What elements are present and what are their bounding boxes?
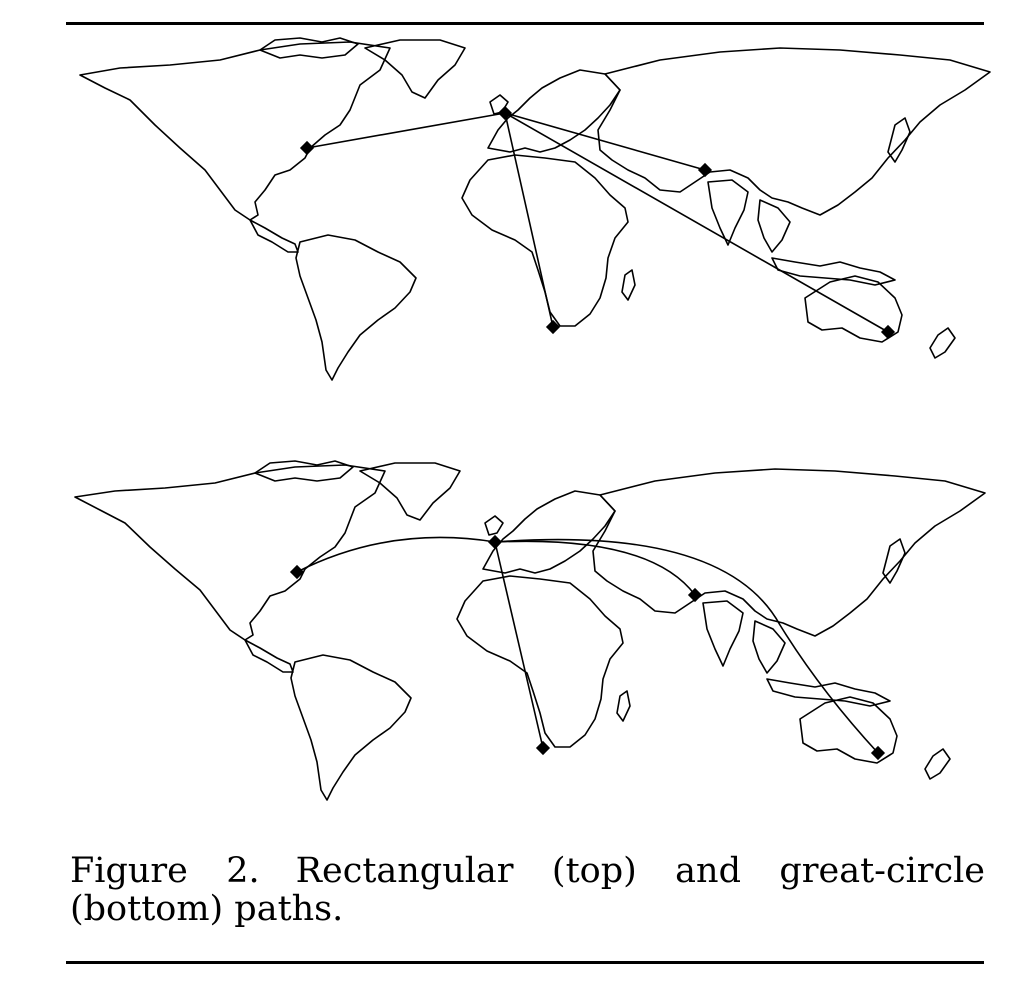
route-london-sydney [504, 112, 889, 333]
north-america-outline [79, 41, 391, 221]
rectangular-path-map [60, 30, 1000, 400]
japan-outline [887, 117, 911, 163]
route-london-new-york [296, 536, 496, 573]
route-london-delhi [504, 112, 706, 171]
marker-cape-town [535, 740, 551, 756]
route-london-delhi [494, 540, 696, 596]
asia-outline [592, 468, 986, 637]
central-america-outline [249, 219, 299, 253]
marker-delhi [697, 162, 713, 178]
madagascar-outline [616, 690, 631, 722]
marker-london [497, 105, 513, 121]
route-london-sydney [494, 538, 879, 754]
india-outline [702, 600, 744, 667]
europe-outline [482, 490, 616, 574]
marker-london [487, 534, 503, 550]
greenland-outline [359, 462, 461, 521]
route-london-cape-town [504, 112, 554, 328]
asia-outline [597, 47, 991, 216]
greenland-outline [364, 39, 466, 99]
marker-sydney [880, 324, 896, 340]
marker-new-york [289, 564, 305, 580]
indonesia-outline [771, 257, 896, 286]
japan-outline [882, 538, 906, 584]
australia-outline [804, 275, 903, 343]
africa-outline [461, 154, 629, 327]
south-america-outline [290, 654, 412, 801]
british-isles-outline [484, 515, 504, 536]
figure-caption-text: Rectangular (top) and great-circle (bott… [70, 851, 986, 929]
marker-cape-town [545, 319, 561, 335]
madagascar-outline [621, 269, 636, 301]
southeast-asia-outline [757, 199, 791, 253]
marker-delhi [687, 587, 703, 603]
marker-new-york [299, 140, 315, 156]
africa-outline [456, 575, 624, 748]
india-outline [707, 179, 749, 246]
great-circle-map-svg [74, 460, 986, 801]
southeast-asia-outline [752, 620, 786, 674]
route-london-cape-town [494, 541, 544, 749]
bottom-rule [66, 961, 984, 964]
north-america-outline [74, 464, 386, 641]
south-america-outline [295, 234, 417, 381]
marker-sydney [870, 745, 886, 761]
route-london-new-york [306, 112, 506, 149]
arctic-islands-outline [259, 37, 359, 59]
rectangular-map-svg [79, 37, 991, 381]
new-zealand-outline [924, 748, 951, 780]
new-zealand-outline [929, 327, 956, 359]
arctic-islands-outline [254, 460, 354, 482]
australia-outline [799, 696, 898, 764]
top-rule [66, 22, 984, 25]
great-circle-path-map [60, 455, 1000, 815]
indonesia-outline [766, 678, 891, 707]
figure-label: Figure 2. [70, 851, 260, 891]
figure-caption: Figure 2. Rectangular (top) and great-cir… [70, 852, 985, 928]
central-america-outline [244, 639, 294, 673]
